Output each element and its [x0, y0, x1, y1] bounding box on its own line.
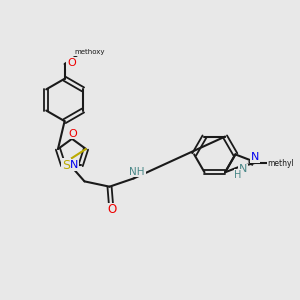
Text: methyl: methyl	[267, 159, 294, 168]
Text: N: N	[70, 160, 78, 170]
Text: H: H	[234, 169, 242, 180]
Text: S: S	[62, 159, 70, 172]
Text: N: N	[239, 164, 248, 174]
Text: NH: NH	[130, 167, 145, 177]
Text: methoxy: methoxy	[74, 49, 105, 55]
Text: O: O	[107, 203, 116, 216]
Text: N: N	[66, 160, 74, 170]
Text: O: O	[67, 58, 76, 68]
Text: N: N	[250, 152, 259, 162]
Text: O: O	[68, 128, 77, 139]
